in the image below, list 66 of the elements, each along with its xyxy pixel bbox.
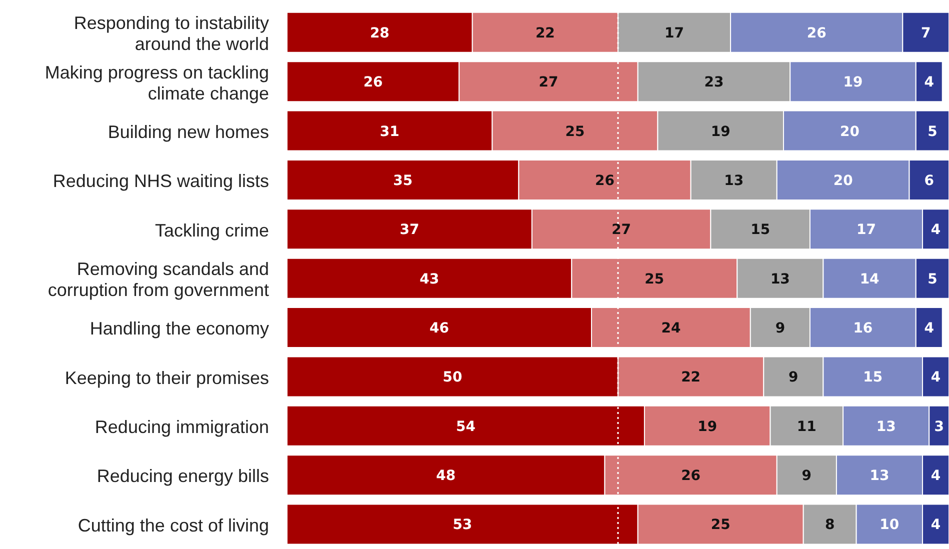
data-label: 4 [930, 222, 941, 238]
data-label: 37 [400, 222, 420, 238]
data-label: 10 [880, 517, 900, 534]
y-tick-label: Handling the economy [90, 318, 269, 339]
data-label: 17 [664, 25, 684, 42]
y-tick-label: Reducing energy bills [96, 466, 269, 486]
data-label: 5 [928, 124, 938, 140]
y-tick-label: Tackling crime [154, 220, 269, 240]
data-label: 25 [710, 517, 730, 534]
data-label: 4 [924, 74, 934, 91]
data-label: 4 [930, 468, 941, 484]
data-label: 25 [644, 271, 664, 288]
data-label: 14 [860, 271, 880, 288]
data-label: 11 [796, 418, 816, 435]
data-label: 15 [863, 370, 883, 386]
y-tick-label: Removing scandals and corruption from government [48, 259, 269, 300]
data-label: 43 [420, 271, 440, 288]
data-label: 22 [535, 25, 555, 42]
data-label: 35 [393, 172, 413, 189]
data-label: 13 [770, 271, 790, 288]
y-tick-label: Keeping to their promises [64, 368, 269, 388]
data-label: 9 [802, 468, 812, 484]
data-label: 8 [824, 517, 835, 534]
data-label: 20 [833, 172, 854, 189]
data-label: 20 [840, 124, 860, 140]
y-tick-label: Reducing immigration [94, 417, 269, 438]
data-label: 7 [920, 25, 931, 42]
data-label: 15 [750, 222, 770, 238]
data-label: 6 [924, 172, 934, 189]
data-label: 4 [924, 320, 934, 336]
data-label: 28 [370, 25, 390, 42]
data-label: 13 [724, 172, 744, 189]
y-tick-label: Reducing NHS waiting lists [52, 171, 269, 192]
data-label: 19 [698, 418, 718, 435]
data-label: 9 [788, 370, 798, 386]
data-label: 53 [452, 517, 472, 534]
data-label: 19 [843, 74, 863, 91]
data-label: 26 [806, 25, 826, 42]
data-label: 46 [430, 320, 449, 336]
y-tick-label: Making progress on tackling climate change [44, 62, 269, 104]
data-label: 27 [612, 222, 632, 238]
data-label: 16 [853, 320, 873, 336]
y-tick-label: Responding to instability around the world [74, 13, 269, 54]
data-label: 5 [928, 271, 938, 288]
data-label: 13 [876, 418, 896, 435]
data-label: 25 [565, 124, 585, 140]
data-label: 3 [934, 418, 944, 435]
data-label: 54 [456, 418, 476, 435]
data-label: 26 [681, 468, 701, 484]
data-label: 48 [436, 468, 456, 484]
data-label: 23 [704, 74, 724, 91]
data-label: 13 [870, 468, 890, 484]
data-label: 26 [595, 172, 614, 189]
data-label: 31 [380, 124, 400, 140]
y-tick-label: Cutting the cost of living [78, 515, 269, 536]
data-label: 24 [661, 320, 681, 336]
data-label: 4 [930, 370, 941, 386]
data-label: 50 [442, 370, 462, 386]
data-label: 4 [930, 517, 941, 534]
data-label: 17 [856, 222, 876, 238]
data-label: 26 [363, 74, 383, 91]
data-label: 22 [681, 370, 701, 386]
y-tick-label: Building new homes [108, 122, 269, 142]
data-label: 27 [538, 74, 558, 91]
data-label: 9 [775, 320, 786, 336]
data-label: 19 [710, 124, 730, 140]
